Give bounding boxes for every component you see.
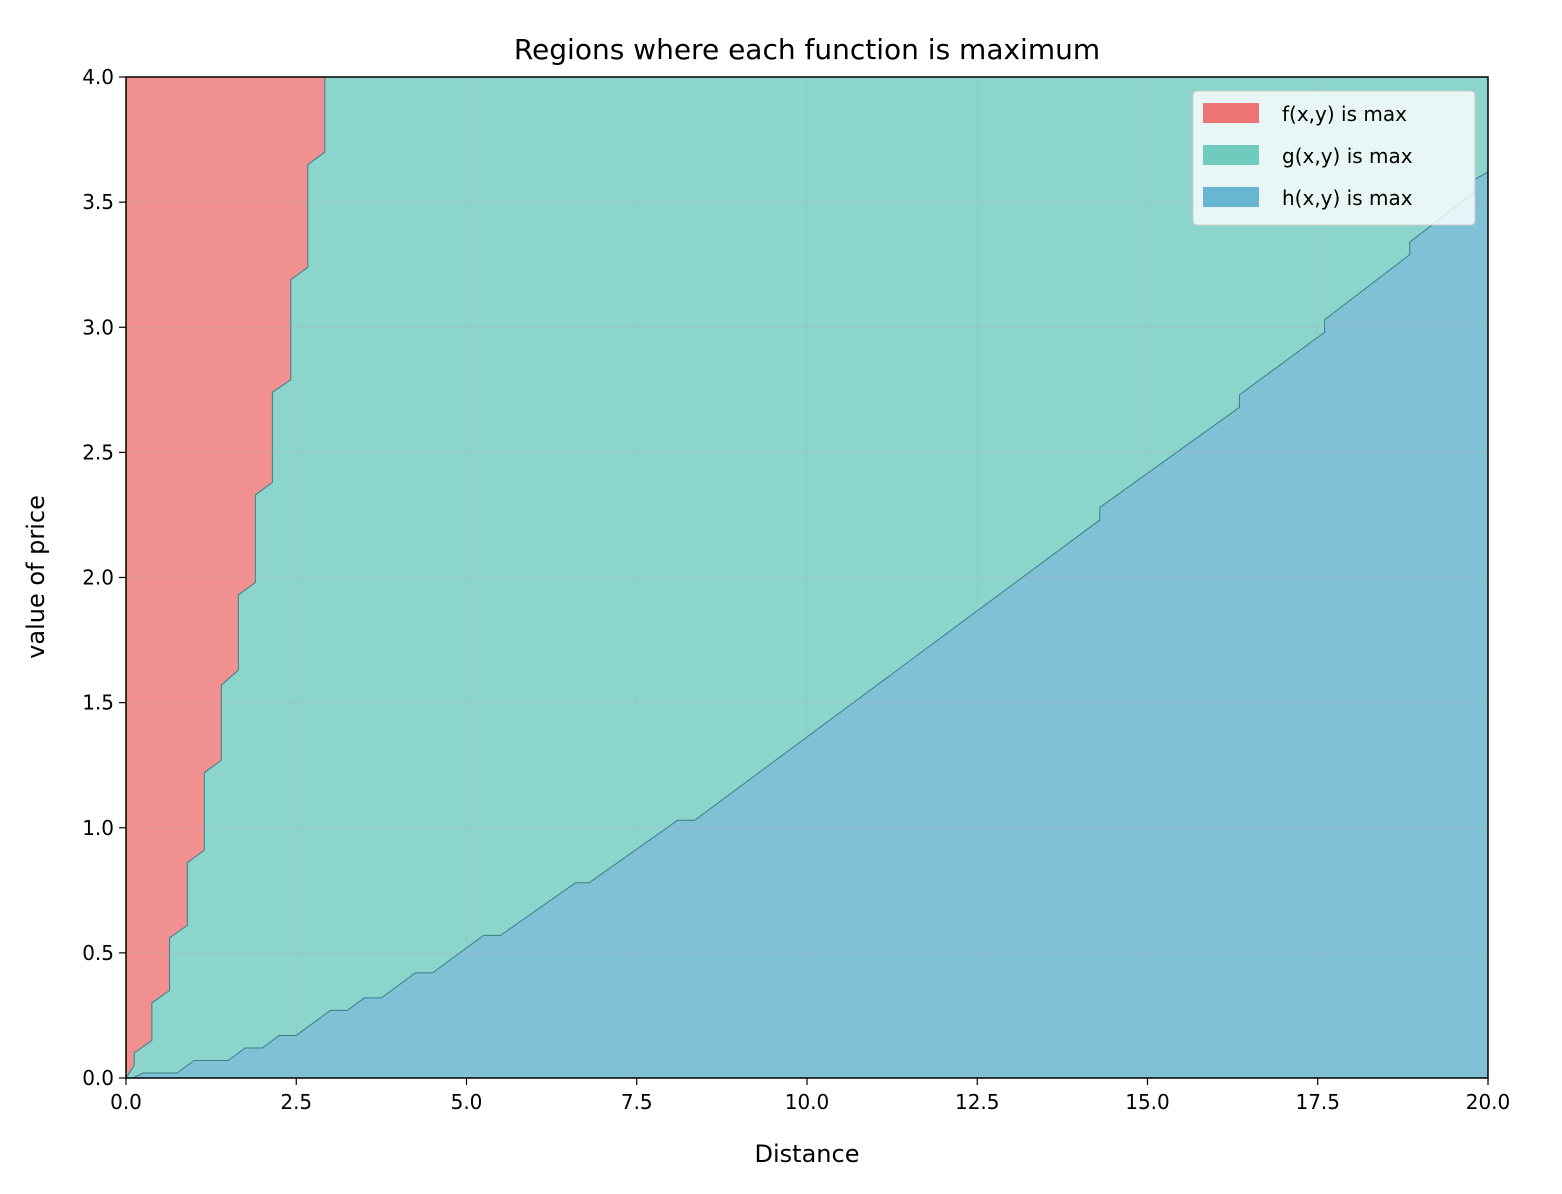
- x-tick-label: 17.5: [1295, 1090, 1340, 1114]
- x-axis-title: Distance: [755, 1140, 860, 1168]
- y-tick-label: 3.5: [82, 190, 114, 214]
- chart-title: Regions where each function is maximum: [514, 33, 1100, 66]
- y-tick-label: 1.0: [82, 816, 114, 840]
- legend-label-h: h(x,y) is max: [1282, 186, 1413, 210]
- x-tick-label: 2.5: [280, 1090, 312, 1114]
- region-g-max: [126, 77, 1488, 1078]
- x-tick-label: 20.0: [1466, 1090, 1511, 1114]
- boundary-line-f-g: [125, 77, 326, 1079]
- region-f-max: [126, 77, 325, 1078]
- x-tick-label: 0.0: [110, 1090, 142, 1114]
- y-tick-label: 1.5: [82, 691, 114, 715]
- y-tick-label: 2.5: [82, 440, 114, 464]
- plot-area: [125, 76, 1489, 1079]
- y-axis-title: value of price: [22, 495, 50, 659]
- legend: f(x,y) is max g(x,y) is max h(x,y) is ma…: [1192, 90, 1476, 226]
- y-axis: 0.0 0.5 1.0 1.5 2.0 2.5 3.0 3.5 4.0: [82, 65, 126, 1090]
- y-tick-label: 4.0: [82, 65, 114, 89]
- y-tick-label: 2.0: [82, 566, 114, 590]
- x-tick-label: 10.0: [785, 1090, 830, 1114]
- x-axis: 0.0 2.5 5.0 7.5 10.0 12.5 15.0 17.5 20.0: [110, 1078, 1510, 1114]
- legend-label-f: f(x,y) is max: [1282, 102, 1407, 126]
- region-h-max: [132, 172, 1488, 1079]
- y-tick-label: 0.5: [82, 941, 114, 965]
- x-tick-label: 12.5: [955, 1090, 1000, 1114]
- legend-swatch-f: [1203, 103, 1259, 123]
- legend-label-g: g(x,y) is max: [1282, 144, 1413, 168]
- boundary-line-g-h: [132, 171, 1489, 1079]
- x-tick-label: 7.5: [621, 1090, 653, 1114]
- legend-box: [1192, 90, 1476, 226]
- legend-swatch-g: [1203, 145, 1259, 165]
- x-tick-label: 5.0: [451, 1090, 483, 1114]
- x-tick-label: 15.0: [1125, 1090, 1170, 1114]
- y-tick-label: 0.0: [82, 1066, 114, 1090]
- legend-swatch-h: [1203, 187, 1259, 207]
- y-tick-label: 3.0: [82, 315, 114, 339]
